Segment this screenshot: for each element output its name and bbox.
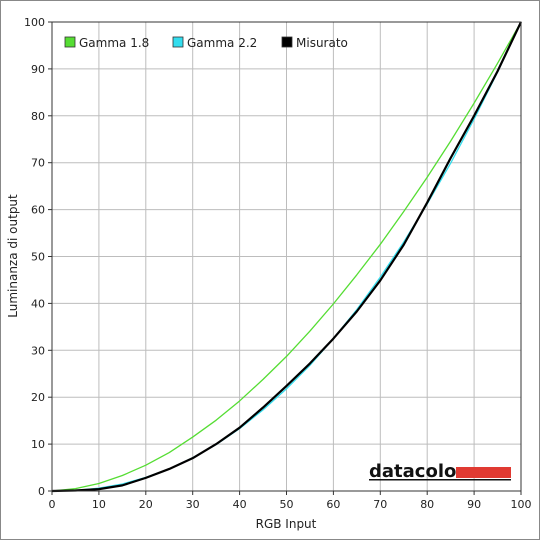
x-tick-label: 60	[326, 498, 340, 511]
x-tick-label: 0	[49, 498, 56, 511]
x-tick-label: 40	[233, 498, 247, 511]
legend-swatch-gamma-22	[172, 36, 184, 48]
y-tick-labels: 0 10 20 30 40 50 60 70 80 90 100	[24, 16, 45, 498]
plot-border	[51, 21, 522, 492]
series-line-gamma-1-8	[51, 21, 522, 492]
y-tick-label: 60	[31, 204, 45, 217]
x-tick-label: 10	[92, 498, 106, 511]
legend: Gamma 1.8 Gamma 2.2 Misurato	[64, 36, 348, 50]
x-axis-title: RGB Input	[256, 517, 317, 531]
datacolor-logo-underline	[369, 479, 511, 481]
datacolor-logo-text: datacolor	[369, 461, 465, 482]
y-axis-title: Luminanza di output	[6, 194, 20, 318]
x-tick-label: 100	[511, 498, 532, 511]
datacolor-logo-bar	[456, 467, 511, 478]
y-tick-label: 0	[38, 485, 45, 498]
datacolor-logo: datacolor	[369, 461, 511, 482]
x-tick-label: 90	[467, 498, 481, 511]
y-tick-label: 10	[31, 438, 45, 451]
x-tick-label: 50	[280, 498, 294, 511]
y-tick-label: 80	[31, 110, 45, 123]
y-tick-label: 100	[24, 16, 45, 29]
x-tick-label: 20	[139, 498, 153, 511]
y-tick-label: 30	[31, 344, 45, 357]
legend-label-gamma-18: Gamma 1.8	[79, 36, 149, 50]
y-tick-label: 70	[31, 157, 45, 170]
grid	[48, 21, 522, 495]
legend-label-gamma-22: Gamma 2.2	[187, 36, 257, 50]
legend-item-gamma-18: Gamma 1.8	[64, 36, 149, 50]
legend-item-gamma-22: Gamma 2.2	[172, 36, 257, 50]
x-tick-label: 70	[373, 498, 387, 511]
legend-swatch-gamma-18	[64, 36, 76, 48]
legend-item-misurato: Misurato	[281, 36, 348, 50]
series-line-misurato	[51, 21, 522, 493]
x-tick-labels: 0 10 20 30 40 50 60 70 80 90 100	[49, 498, 532, 511]
y-tick-label: 20	[31, 391, 45, 404]
series-lines	[51, 21, 522, 493]
legend-label-misurato: Misurato	[296, 36, 348, 50]
x-tick-label: 30	[186, 498, 200, 511]
y-tick-label: 90	[31, 63, 45, 76]
y-tick-label: 40	[31, 297, 45, 310]
y-tick-label: 50	[31, 251, 45, 264]
x-tick-label: 80	[420, 498, 434, 511]
legend-swatch-misurato	[281, 36, 293, 48]
